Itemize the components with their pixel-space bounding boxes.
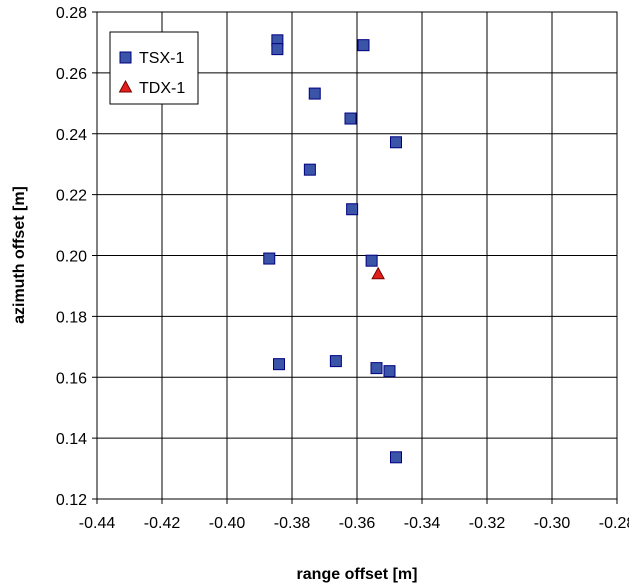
y-axis-label: azimuth offset [m] [11, 186, 28, 324]
data-markers [263, 34, 402, 464]
y-tick-label: 0.14 [56, 431, 87, 448]
data-point-tsx-1 [344, 112, 357, 125]
y-tick-label: 0.24 [56, 127, 87, 144]
x-tick-label: -0.30 [534, 515, 571, 532]
y-tick-label: 0.16 [56, 370, 87, 387]
y-tick-label: 0.22 [56, 188, 87, 205]
x-axis-label: range offset [m] [297, 566, 418, 583]
data-point-tsx-1 [263, 252, 276, 265]
y-tick-label: 0.18 [56, 309, 87, 326]
legend-label-tdx1: TDX-1 [139, 80, 185, 97]
data-point-tsx-1 [390, 451, 402, 464]
y-tick-labels: 0.12 0.14 0.16 0.18 0.20 0.22 0.24 0.26 0.28 [56, 5, 87, 509]
x-tick-label: -0.32 [469, 515, 506, 532]
plot-border [96, 11, 618, 500]
data-point-tsx-1 [271, 43, 284, 56]
y-tick-label: 0.26 [56, 66, 87, 83]
x-tick-label: -0.34 [404, 515, 441, 532]
x-tick-label: -0.36 [339, 515, 376, 532]
y-tick-label: 0.12 [56, 492, 87, 509]
data-point-tsx-1 [346, 203, 359, 216]
x-tick-label: -0.40 [209, 515, 246, 532]
x-tick-label: -0.28 [599, 515, 629, 532]
legend-marker-tsx1 [119, 51, 132, 64]
legend: TSX-1 TDX-1 [109, 31, 199, 105]
data-point-tsx-1 [365, 254, 378, 267]
x-tick-labels: -0.44 -0.42 -0.40 -0.38 -0.36 -0.34 -0.32 -0.30… [79, 515, 629, 532]
data-point-tsx-1 [390, 136, 402, 149]
data-point-tsx-1 [357, 39, 370, 52]
x-tick-label: -0.38 [274, 515, 311, 532]
data-point-tsx-1 [370, 362, 383, 375]
data-point-tdx-1 [371, 266, 385, 280]
data-point-tsx-1 [303, 163, 316, 176]
x-tick-label: -0.44 [79, 515, 116, 532]
y-tick-label: 0.28 [56, 5, 87, 22]
x-tick-label: -0.42 [144, 515, 181, 532]
y-tick-label: 0.20 [56, 249, 87, 266]
data-point-tsx-1 [308, 87, 321, 100]
data-point-tsx-1 [273, 358, 285, 371]
data-point-tsx-1 [329, 355, 342, 368]
legend-marker-tdx1 [118, 79, 133, 93]
data-point-tsx-1 [383, 365, 396, 378]
legend-label-tsx1: TSX-1 [139, 50, 184, 67]
